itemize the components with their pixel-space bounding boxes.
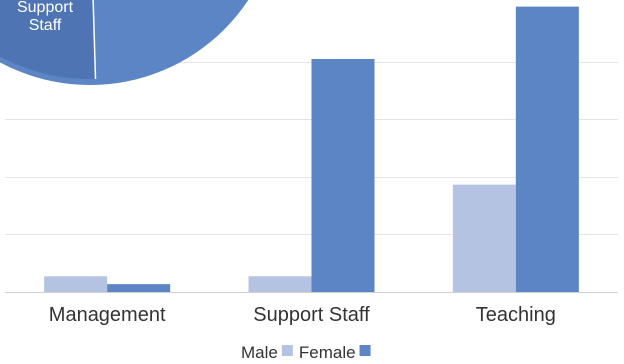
bar-female-management xyxy=(107,284,171,292)
pie-slice xyxy=(0,0,96,80)
legend: Male Female xyxy=(241,343,371,362)
legend-swatch-male xyxy=(281,345,293,356)
bar-male-management xyxy=(44,276,108,292)
legend-label-male: Male xyxy=(241,343,278,362)
x-tick-label: Management xyxy=(49,304,166,326)
legend-label-female: Female xyxy=(299,343,356,362)
pie-slice-label-line: Support xyxy=(17,0,74,16)
x-tick-label: Teaching xyxy=(476,304,556,326)
bar-male-support-staff xyxy=(248,276,312,292)
pie-slice-label-line: Staff xyxy=(29,17,62,34)
pie-slice-divider xyxy=(92,0,97,80)
legend-swatch-female xyxy=(359,345,371,356)
x-tick-labels: Management Support Staff Teaching xyxy=(49,304,556,326)
x-tick-label: Support Staff xyxy=(253,304,370,326)
bar-series xyxy=(44,6,579,293)
bar-male-teaching xyxy=(452,184,516,292)
bar-female-teaching xyxy=(515,6,579,292)
bar-female-support-staff xyxy=(311,58,375,293)
